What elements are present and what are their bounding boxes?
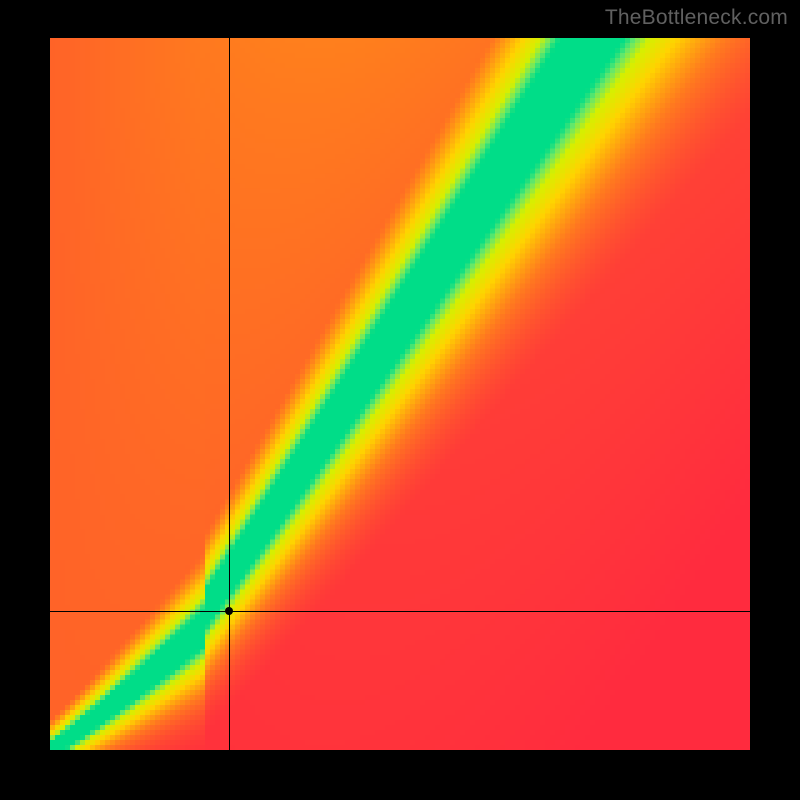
marker-dot (225, 607, 233, 615)
watermark-text: TheBottleneck.com (605, 6, 788, 30)
crosshair-vertical (229, 38, 230, 750)
chart-stage: TheBottleneck.com (0, 0, 800, 800)
crosshair-horizontal (50, 611, 750, 612)
bottleneck-heatmap (50, 38, 750, 750)
plot-area (50, 38, 750, 750)
